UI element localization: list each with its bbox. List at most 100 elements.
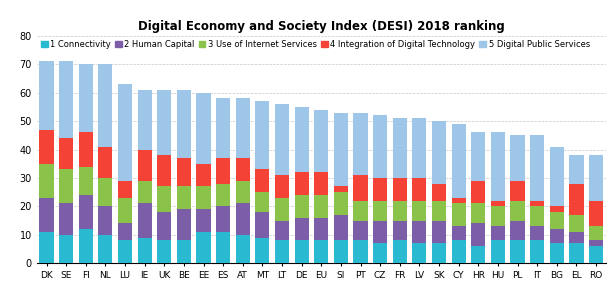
Bar: [373, 115, 387, 178]
Bar: [412, 201, 427, 221]
Bar: [530, 240, 544, 263]
Bar: [39, 232, 54, 263]
Bar: [177, 158, 191, 187]
Bar: [334, 215, 348, 240]
Bar: [255, 237, 269, 263]
Bar: [354, 221, 368, 240]
Bar: [452, 124, 466, 198]
Bar: [510, 240, 524, 263]
Bar: [510, 221, 524, 240]
Bar: [275, 175, 289, 198]
Bar: [196, 209, 211, 232]
Bar: [236, 235, 250, 263]
Bar: [118, 240, 132, 263]
Bar: [334, 240, 348, 263]
Title: Digital Economy and Society Index (DESI) 2018 ranking: Digital Economy and Society Index (DESI)…: [138, 20, 505, 33]
Bar: [99, 235, 113, 263]
Bar: [314, 172, 329, 195]
Bar: [157, 90, 171, 155]
Bar: [118, 181, 132, 198]
Bar: [314, 218, 329, 240]
Bar: [354, 112, 368, 175]
Bar: [196, 187, 211, 209]
Bar: [157, 212, 171, 240]
Bar: [510, 181, 524, 201]
Bar: [354, 240, 368, 263]
Bar: [157, 240, 171, 263]
Bar: [334, 112, 348, 187]
Bar: [177, 90, 191, 158]
Bar: [294, 218, 308, 240]
Bar: [491, 226, 505, 240]
Bar: [79, 167, 93, 195]
Bar: [491, 132, 505, 201]
Bar: [530, 206, 544, 226]
Bar: [196, 93, 211, 164]
Bar: [589, 201, 603, 226]
Bar: [196, 232, 211, 263]
Bar: [59, 61, 73, 138]
Legend: 1 Connectivity, 2 Human Capital, 3 Use of Internet Services, 4 Integration of Di: 1 Connectivity, 2 Human Capital, 3 Use o…: [41, 40, 590, 49]
Bar: [177, 209, 191, 240]
Bar: [236, 158, 250, 181]
Bar: [393, 221, 407, 240]
Bar: [471, 203, 485, 223]
Bar: [294, 195, 308, 218]
Bar: [550, 243, 564, 263]
Bar: [471, 246, 485, 263]
Bar: [79, 132, 93, 167]
Bar: [236, 203, 250, 235]
Bar: [569, 232, 583, 243]
Bar: [255, 192, 269, 212]
Bar: [412, 118, 427, 178]
Bar: [354, 201, 368, 221]
Bar: [79, 229, 93, 263]
Bar: [294, 240, 308, 263]
Bar: [452, 240, 466, 263]
Bar: [550, 229, 564, 243]
Bar: [412, 178, 427, 201]
Bar: [294, 172, 308, 195]
Bar: [393, 118, 407, 178]
Bar: [39, 61, 54, 129]
Bar: [157, 187, 171, 212]
Bar: [275, 240, 289, 263]
Bar: [334, 192, 348, 215]
Bar: [452, 203, 466, 226]
Bar: [373, 243, 387, 263]
Bar: [275, 198, 289, 221]
Bar: [39, 129, 54, 164]
Bar: [412, 221, 427, 243]
Bar: [393, 240, 407, 263]
Bar: [118, 223, 132, 240]
Bar: [216, 232, 230, 263]
Bar: [59, 235, 73, 263]
Bar: [314, 240, 329, 263]
Bar: [569, 215, 583, 232]
Bar: [491, 201, 505, 206]
Bar: [589, 240, 603, 246]
Bar: [196, 164, 211, 187]
Bar: [412, 243, 427, 263]
Bar: [452, 198, 466, 203]
Bar: [393, 201, 407, 221]
Bar: [177, 240, 191, 263]
Bar: [471, 132, 485, 181]
Bar: [138, 237, 152, 263]
Bar: [216, 158, 230, 184]
Bar: [255, 101, 269, 169]
Bar: [314, 195, 329, 218]
Bar: [216, 184, 230, 206]
Bar: [432, 201, 446, 221]
Bar: [294, 107, 308, 172]
Bar: [530, 226, 544, 240]
Bar: [432, 221, 446, 243]
Bar: [99, 178, 113, 206]
Bar: [79, 64, 93, 132]
Bar: [334, 187, 348, 192]
Bar: [99, 206, 113, 235]
Bar: [39, 198, 54, 232]
Bar: [79, 195, 93, 229]
Bar: [550, 212, 564, 229]
Bar: [432, 121, 446, 184]
